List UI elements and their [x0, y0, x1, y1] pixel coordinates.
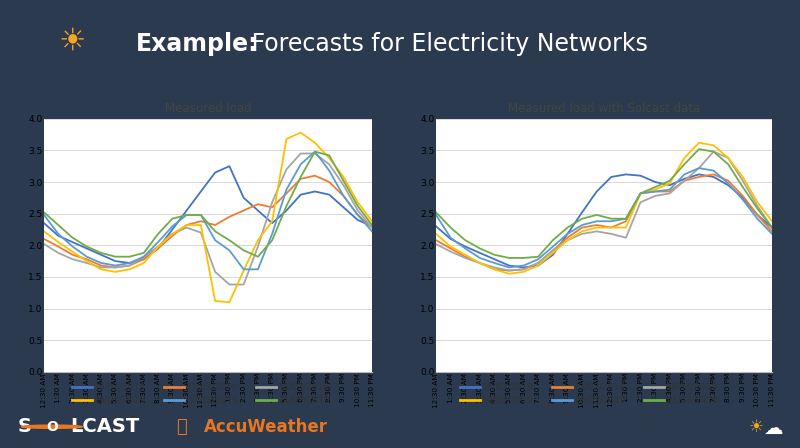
Text: 17/03/2019: 17/03/2019 — [186, 382, 238, 391]
Text: O: O — [46, 420, 58, 434]
Circle shape — [22, 425, 82, 428]
Text: LCAST: LCAST — [70, 417, 140, 436]
Text: ☀: ☀ — [58, 27, 86, 56]
Text: 20/03/2019: 20/03/2019 — [574, 395, 626, 404]
Text: ☀: ☀ — [749, 418, 763, 436]
Text: Example:: Example: — [136, 32, 258, 56]
Text: 19/03/2019: 19/03/2019 — [94, 395, 146, 404]
Text: S: S — [18, 417, 32, 436]
Title: Measured load: Measured load — [165, 102, 251, 115]
Text: 🌤: 🌤 — [176, 418, 186, 436]
Text: 20/03/2019: 20/03/2019 — [186, 395, 238, 404]
Text: 18/03/2019: 18/03/2019 — [278, 382, 330, 391]
Text: 21/03/2019: 21/03/2019 — [666, 395, 718, 404]
Text: ☁: ☁ — [764, 419, 783, 438]
Text: 16/03/2019: 16/03/2019 — [94, 382, 146, 391]
Text: 16/03/2019: 16/03/2019 — [482, 382, 534, 391]
Text: Forecasts for Electricity Networks: Forecasts for Electricity Networks — [244, 32, 648, 56]
Text: 17/03/2019: 17/03/2019 — [574, 382, 626, 391]
Title: Measured load with Solcast data: Measured load with Solcast data — [508, 102, 700, 115]
Text: 21/03/2019: 21/03/2019 — [278, 395, 330, 404]
Text: 19/03/2019: 19/03/2019 — [482, 395, 534, 404]
Text: AccuWeather: AccuWeather — [204, 418, 328, 436]
Text: 18/03/2019: 18/03/2019 — [666, 382, 718, 391]
